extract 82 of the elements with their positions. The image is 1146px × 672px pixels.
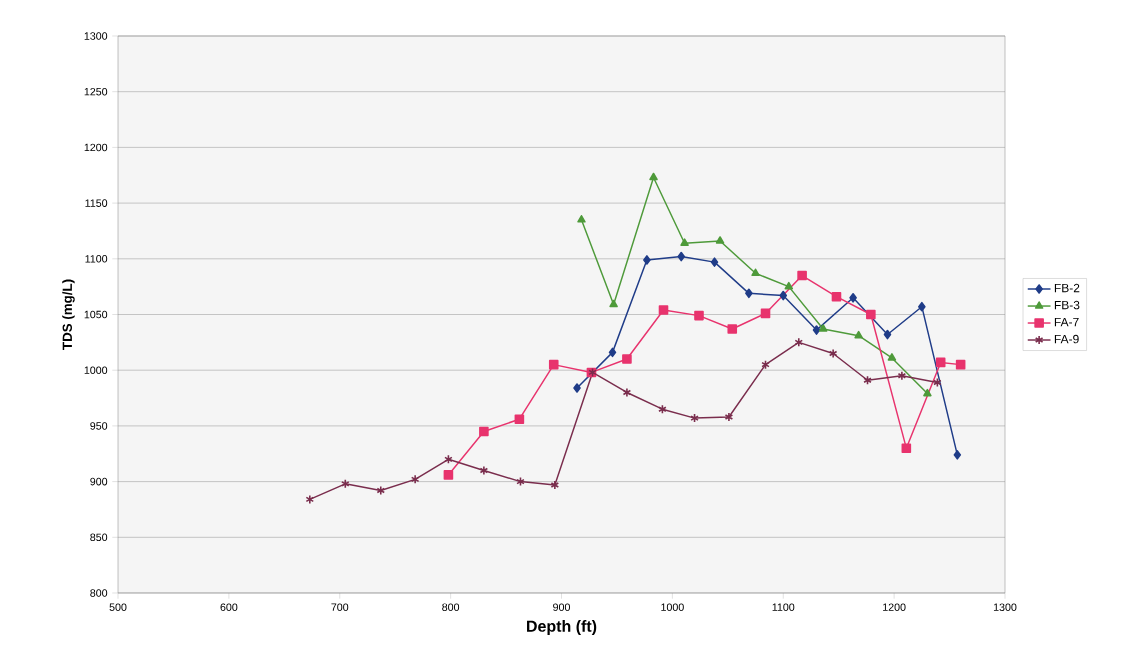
point	[745, 288, 753, 299]
point	[760, 308, 771, 319]
point	[887, 353, 897, 361]
y-tick-label: 900	[90, 477, 108, 486]
legend-label: FA-7	[1054, 317, 1079, 327]
point	[761, 359, 770, 370]
point	[548, 359, 559, 370]
point	[690, 413, 699, 423]
point	[794, 337, 804, 348]
point	[831, 291, 842, 302]
point	[305, 494, 315, 505]
point	[724, 412, 734, 422]
point	[715, 236, 725, 244]
point	[935, 357, 946, 368]
y-tick-label: 1200	[84, 143, 108, 152]
point	[933, 377, 942, 388]
point	[680, 238, 689, 246]
y-tick-label: 1000	[84, 366, 108, 374]
point	[341, 479, 350, 489]
point	[818, 324, 828, 332]
point	[608, 347, 617, 358]
x-tick-label: 900	[553, 603, 570, 611]
point	[710, 257, 719, 267]
point	[622, 387, 632, 398]
point	[643, 255, 651, 265]
point	[694, 310, 704, 321]
y-tick-label: 800	[90, 589, 108, 597]
point	[883, 329, 892, 340]
point	[376, 485, 386, 496]
point	[866, 309, 876, 320]
point	[410, 474, 420, 485]
legend-label: FA-9	[1054, 334, 1079, 344]
point	[479, 465, 489, 476]
x-tick-label: 500	[109, 603, 127, 611]
point	[649, 172, 658, 181]
y-tick-label: 1150	[85, 199, 108, 207]
x-tick-label: 700	[331, 603, 349, 611]
point	[658, 305, 669, 315]
point	[797, 270, 807, 281]
x-tick-label: 800	[442, 603, 460, 611]
point	[901, 443, 912, 453]
y-tick-label: 950	[90, 422, 108, 430]
point	[828, 348, 838, 359]
y-tick-label: 850	[90, 533, 108, 542]
y-axis-title: TDS (mg/L)	[62, 279, 75, 350]
legend-label: FB-2	[1054, 283, 1080, 293]
point	[953, 450, 962, 460]
point	[577, 215, 586, 223]
point	[923, 388, 932, 397]
point	[918, 301, 926, 312]
point	[514, 414, 525, 425]
point	[779, 290, 788, 301]
point	[812, 325, 821, 335]
point	[479, 426, 489, 437]
point	[751, 268, 760, 277]
point	[727, 324, 738, 334]
point	[443, 470, 454, 480]
point	[863, 375, 872, 386]
point	[573, 383, 581, 393]
point	[444, 454, 453, 465]
point	[784, 281, 794, 290]
point	[854, 330, 863, 339]
point	[622, 354, 632, 364]
point	[550, 480, 560, 490]
x-tick-label: 600	[220, 603, 238, 611]
point	[677, 251, 686, 262]
point	[609, 299, 618, 308]
x-tick-label: 1000	[661, 603, 684, 611]
y-tick-label: 1250	[84, 87, 108, 96]
x-tick-label: 1300	[993, 603, 1017, 611]
y-tick-label: 1100	[85, 255, 108, 263]
y-tick-label: 1050	[84, 310, 108, 319]
x-tick-label: 1100	[772, 603, 795, 611]
point	[955, 359, 966, 370]
point	[658, 404, 667, 414]
point	[849, 292, 857, 303]
legend-label: FB-3	[1054, 300, 1080, 310]
x-axis-title: Depth (ft)	[527, 620, 597, 636]
x-tick-label: 1200	[883, 603, 906, 611]
point	[897, 370, 907, 381]
point	[516, 476, 525, 487]
y-tick-label: 1300	[84, 32, 108, 40]
